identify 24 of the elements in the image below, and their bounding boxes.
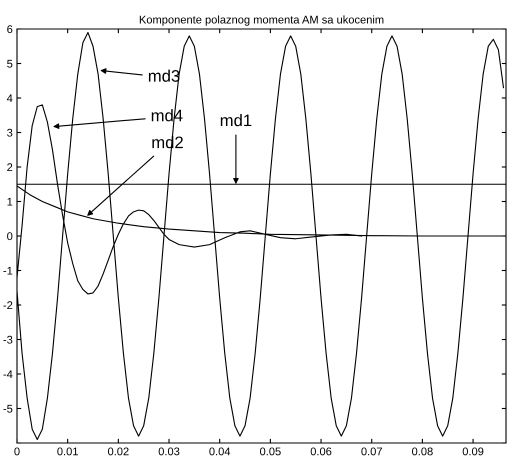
y-tick-label: -5: [3, 404, 12, 413]
x-tick-label: 0.07: [361, 447, 382, 456]
y-tick-label: -2: [3, 301, 12, 310]
x-tick-label: 0.04: [209, 447, 230, 456]
chart-title: Komponente polaznog momenta AM sa ukocenim: [140, 15, 384, 26]
x-tick-label: 0.01: [57, 447, 78, 456]
x-tick-label: 0.06: [310, 447, 332, 456]
y-tick-label: 5: [7, 60, 12, 68]
y-tick-label: 3: [7, 128, 12, 137]
y-tick-label: 0: [7, 232, 12, 240]
x-tick-label: 0.08: [412, 447, 433, 456]
y-tick-label: 6: [7, 25, 12, 34]
x-tick-label: 0.03: [158, 447, 180, 456]
annotation: md1: [220, 114, 252, 126]
y-tick-label: -3: [3, 336, 12, 344]
y-tick-label: 2: [7, 163, 12, 172]
x-tick-label: 0: [14, 447, 20, 456]
y-tick-label: -1: [3, 266, 12, 275]
x-tick-label: 0.09: [462, 447, 484, 456]
y-tick-label: 1: [8, 198, 12, 206]
x-tick-label: 0.05: [260, 447, 281, 456]
y-tick-label: -4: [3, 370, 13, 378]
y-tick-label: 4: [6, 94, 13, 102]
x-tick-label: 0.02: [108, 447, 129, 456]
